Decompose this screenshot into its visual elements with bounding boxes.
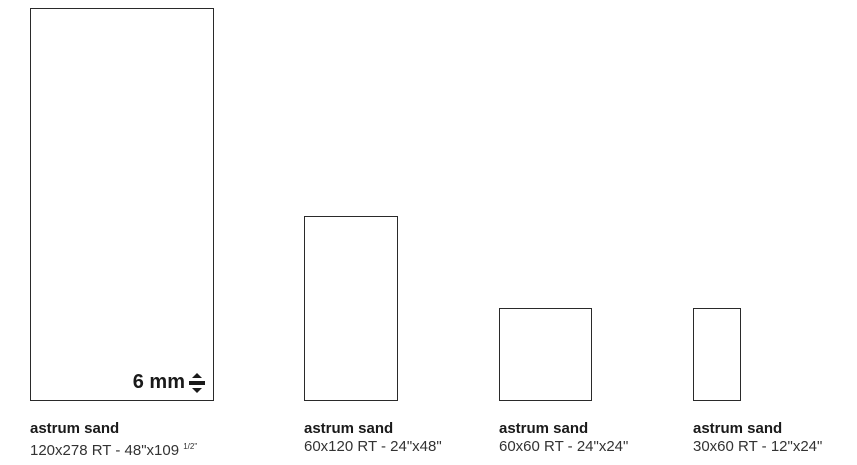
tile-caption: astrum sand 60x60 RT - 24"x24" (499, 420, 628, 456)
tile-size: 30x60 RT - 12"x24" (693, 438, 823, 455)
tile-size: 120x278 RT - 48"x109 1/2" (30, 442, 198, 459)
tile-name: astrum sand (304, 420, 394, 437)
tile-size: 60x120 RT - 24"x48" (304, 438, 442, 455)
tile-name: astrum sand (499, 420, 589, 437)
thickness-label: 6 mm (132, 371, 185, 393)
thickness-badge: 6 mm (133, 371, 205, 394)
tile-size: 60x60 RT - 24"x24" (499, 438, 629, 455)
tile-caption: astrum sand 60x120 RT - 24"x48" (304, 420, 442, 456)
tile-30x60 (693, 308, 741, 401)
tile-caption: astrum sand 30x60 RT - 12"x24" (693, 420, 822, 456)
tile-60x120 (304, 216, 398, 401)
thickness-icon (189, 372, 205, 393)
tile-name: astrum sand (30, 420, 120, 437)
size-fraction: 1/2" (183, 442, 198, 451)
tile-name: astrum sand (693, 420, 783, 437)
tile-60x60 (499, 308, 592, 401)
tile-120x278: 6 mm (30, 8, 214, 401)
tile-caption: astrum sand 120x278 RT - 48"x109 1/2" (30, 420, 197, 460)
